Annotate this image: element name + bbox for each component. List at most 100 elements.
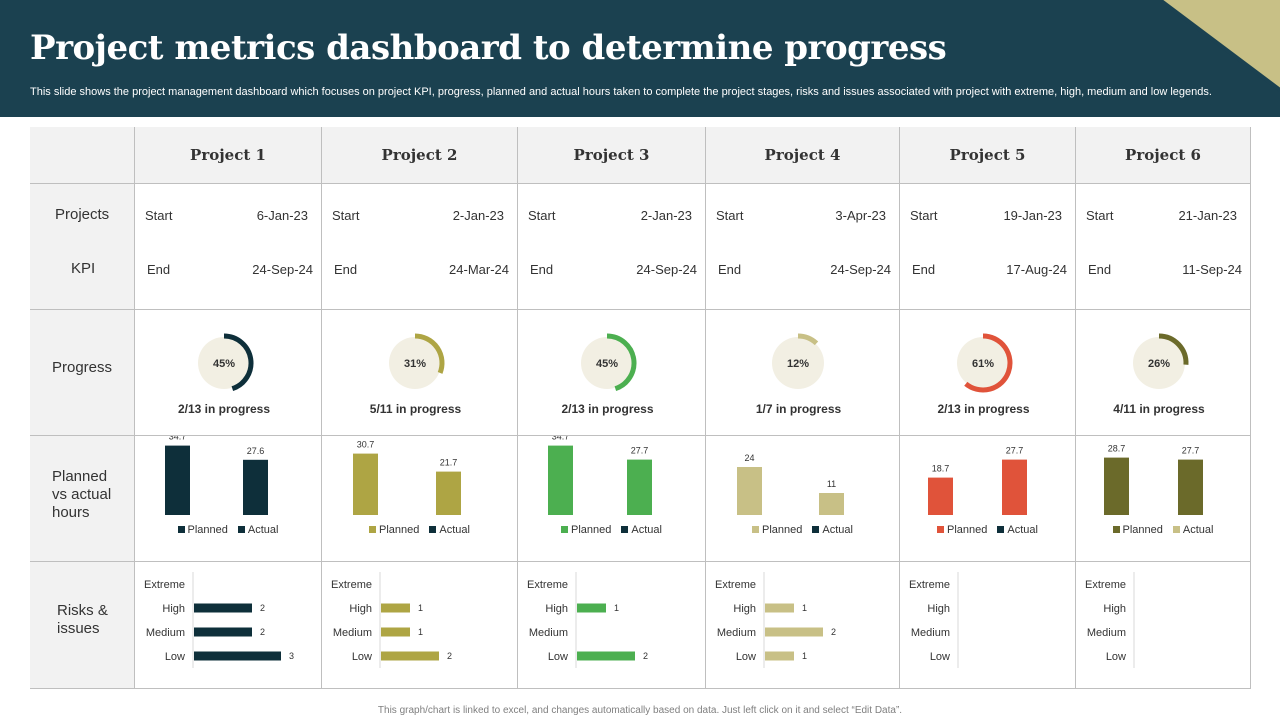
risk-level-label: Low [736, 651, 756, 663]
risk-bar [381, 603, 410, 613]
progress-cell-2: 31% 5/11 in progress [322, 310, 518, 436]
progress-percent: 31% [404, 358, 426, 370]
start-date: 21-Jan-23 [1178, 208, 1237, 223]
risk-level-label: Low [548, 651, 568, 663]
progress-count: 1/7 in progress [755, 402, 842, 416]
dashboard-table: Projects KPI Progress Planned vs actual … [30, 127, 1251, 689]
risk-level-label: High [545, 603, 568, 615]
legend-label-actual: Actual [247, 524, 279, 536]
legend-swatch-planned [937, 526, 945, 533]
hours-legend: Planned Actual [135, 524, 321, 536]
legend-label-planned: Planned [947, 524, 988, 536]
risk-value-label: 3 [289, 651, 294, 661]
planned-bar-label: 34.7 [552, 436, 570, 442]
risks-bar-chart: Extreme High Medium Low [909, 572, 959, 668]
corner-decoration [1160, 0, 1280, 92]
row-header-projects-kpi: Projects KPI [30, 184, 135, 310]
legend-label-actual: Actual [822, 524, 853, 536]
legend-swatch-planned [561, 526, 569, 533]
risk-level-label: Extreme [909, 579, 950, 591]
hours-cell-1: 34.7 27.6 Planned Actual [135, 436, 322, 562]
legend-swatch-actual [621, 526, 629, 533]
project-title: Project 1 [190, 146, 266, 164]
page-subtitle: This slide shows the project management … [30, 86, 1212, 98]
legend-label-actual: Actual [439, 524, 470, 536]
end-label: End [530, 262, 554, 277]
legend-label-actual: Actual [1182, 524, 1214, 536]
legend-swatch-planned [369, 526, 377, 533]
project-header-1: Project 1 [135, 127, 322, 184]
start-label: Start [910, 208, 938, 223]
start-date: 6-Jan-23 [256, 208, 308, 223]
planned-bar-label: 24 [744, 453, 754, 463]
end-date: 11-Sep-24 [1182, 262, 1242, 277]
progress-donut: 12% [772, 333, 824, 389]
risks-cell-3: Extreme High 1 Medium Low 2 [518, 562, 706, 689]
donut-center [957, 337, 1009, 389]
end-date: 24-Sep-24 [830, 262, 891, 277]
kpi-cell-2: Start 2-Jan-23 End 24-Mar-24 [322, 184, 518, 310]
risk-level-label: Medium [333, 627, 372, 639]
risk-level-label: High [349, 603, 372, 615]
project-header-2: Project 2 [322, 127, 518, 184]
planned-bar [737, 467, 762, 515]
risk-bar [381, 627, 410, 637]
project-title: Project 2 [381, 146, 458, 164]
actual-bar [1002, 459, 1027, 515]
risk-level-label: Low [930, 651, 950, 663]
kpi-cell-4: Start 3-Apr-23 End 24-Sep-24 [706, 184, 900, 310]
progress-cell-3: 45% 2/13 in progress [518, 310, 706, 436]
legend-swatch-actual [1172, 526, 1180, 533]
actual-bar [819, 493, 844, 515]
legend-label-actual: Actual [631, 524, 662, 536]
donut-arc [1158, 333, 1189, 365]
risk-value-label: 2 [260, 627, 265, 637]
hours-bar-chart: 34.7 27.6 [165, 436, 268, 515]
progress-donut: 31% [389, 333, 445, 389]
donut-center [772, 337, 824, 389]
risk-value-label: 1 [418, 627, 423, 637]
planned-bar [165, 445, 190, 515]
progress-cell-4: 12% 1/7 in progress [706, 310, 900, 436]
end-date: 24-Sep-24 [252, 262, 313, 277]
end-label: End [718, 262, 742, 277]
planned-bar-label: 34.7 [169, 436, 187, 442]
hours-bar-chart: 30.7 21.7 [353, 440, 461, 515]
actual-bar-label: 27.7 [1006, 446, 1024, 456]
risk-level-label: Medium [911, 627, 950, 639]
project-header-3: Project 3 [518, 127, 706, 184]
end-label: End [147, 262, 171, 277]
hours-bar-chart: 18.7 27.7 [928, 446, 1027, 515]
progress-donut: 45% [198, 333, 254, 392]
planned-bar-label: 18.7 [932, 464, 950, 474]
project-title: Project 5 [949, 146, 1026, 164]
page-title: Project metrics dashboard to determine p… [30, 28, 947, 68]
end-label: End [334, 262, 358, 277]
hours-legend: Planned Actual [518, 524, 705, 536]
row-label-progress: Progress [52, 359, 113, 376]
hours-cell-6: 28.7 27.7 Planned Actual [1076, 436, 1251, 562]
donut-center [198, 337, 250, 389]
progress-count: 2/13 in progress [177, 402, 271, 416]
risks-cell-2: Extreme High 1 Medium 1 Low 2 [322, 562, 518, 689]
donut-center [581, 337, 633, 389]
start-date: 2-Jan-23 [452, 208, 504, 223]
donut-arc [223, 333, 254, 392]
risk-value-label: 1 [418, 603, 423, 613]
kpi-cell-1: Start 6-Jan-23 End 24-Sep-24 [135, 184, 322, 310]
project-header-6: Project 6 [1076, 127, 1251, 184]
actual-bar-label: 11 [827, 479, 836, 489]
row-header-hours: Planned vs actual hours [30, 436, 135, 562]
row-label-projects: Projects [55, 206, 110, 223]
header-banner: Project metrics dashboard to determine p… [0, 0, 1280, 117]
end-date: 24-Sep-24 [636, 262, 697, 277]
risk-level-label: Medium [717, 627, 756, 639]
row-label-kpi: KPI [71, 260, 96, 277]
donut-center [389, 337, 441, 389]
risk-bar [765, 627, 823, 637]
planned-bar [928, 477, 953, 515]
end-label: End [912, 262, 936, 277]
risk-bar [765, 651, 794, 661]
footer-note: This graph/chart is linked to excel, and… [377, 705, 903, 716]
risk-value-label: 2 [643, 651, 648, 661]
